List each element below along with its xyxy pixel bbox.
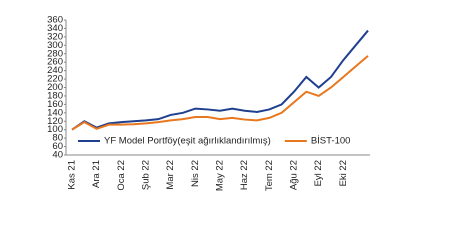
y-tick-label: 360 [47,15,63,26]
y-tick-label: 220 [47,74,63,85]
series-line [71,29,369,131]
y-tick-label: 40 [52,150,63,161]
x-tick-label: Ağu 22 [289,160,300,190]
series-line [71,55,369,131]
y-tick-label: 100 [47,124,63,135]
y-tick-label: 120 [47,116,63,127]
x-tick-label: Mar 22 [165,160,176,190]
y-tick-label: 300 [47,40,63,51]
y-tick-label: 260 [47,57,63,68]
x-tick-label: Eki 22 [338,160,349,186]
y-tick-label: 80 [52,133,63,144]
y-tick-label: 160 [47,99,63,110]
y-tick-label: 320 [47,31,63,42]
y-tick-label: 280 [47,48,63,59]
x-tick-label: May 22 [215,160,226,191]
y-tick-label: 140 [47,107,63,118]
x-tick-label: Tem 22 [264,160,275,191]
x-tick-label: Kas 21 [67,160,78,190]
x-tick-label: Şub 22 [141,160,152,190]
legend-label: YF Model Portföy(eşit ağırlıklandırılmış… [104,136,271,147]
legend-label: BİST-100 [311,136,351,147]
x-tick-label: Ara 21 [91,160,102,188]
y-tick-label: 180 [47,90,63,101]
x-tick-label: Nis 22 [190,160,201,187]
x-tick-label: Haz 22 [239,160,250,190]
y-tick-label: 200 [47,82,63,93]
y-tick-label: 240 [47,65,63,76]
y-tick-label: 60 [52,141,63,152]
chart: 4060801001201401601802002202402602803003… [47,15,370,191]
x-tick-label: Oca 22 [116,160,127,191]
y-tick-label: 340 [47,23,63,34]
x-tick-label: Eyl 22 [313,160,324,186]
